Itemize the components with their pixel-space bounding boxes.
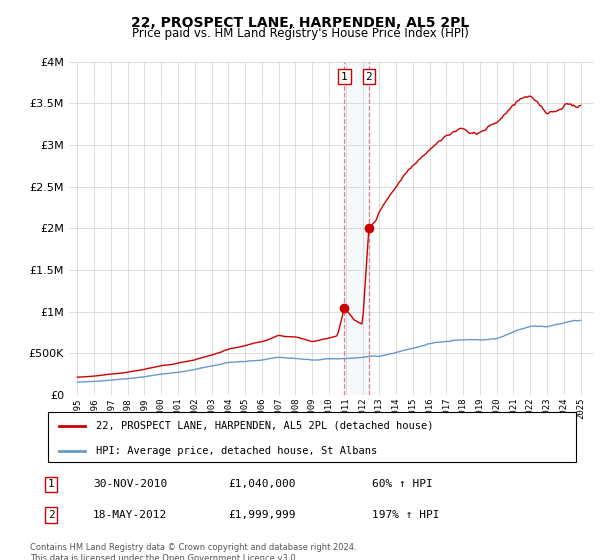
Text: £1,040,000: £1,040,000 <box>228 479 296 489</box>
FancyBboxPatch shape <box>48 412 576 462</box>
Text: 1: 1 <box>47 479 55 489</box>
Text: Price paid vs. HM Land Registry's House Price Index (HPI): Price paid vs. HM Land Registry's House … <box>131 27 469 40</box>
Text: 22, PROSPECT LANE, HARPENDEN, AL5 2PL (detached house): 22, PROSPECT LANE, HARPENDEN, AL5 2PL (d… <box>95 421 433 431</box>
Text: 1: 1 <box>341 72 348 82</box>
Text: 22, PROSPECT LANE, HARPENDEN, AL5 2PL: 22, PROSPECT LANE, HARPENDEN, AL5 2PL <box>131 16 469 30</box>
Text: 30-NOV-2010: 30-NOV-2010 <box>93 479 167 489</box>
Text: 60% ↑ HPI: 60% ↑ HPI <box>372 479 433 489</box>
Text: 18-MAY-2012: 18-MAY-2012 <box>93 510 167 520</box>
Bar <box>344 62 369 395</box>
Text: Contains HM Land Registry data © Crown copyright and database right 2024.
This d: Contains HM Land Registry data © Crown c… <box>30 543 356 560</box>
Text: 197% ↑ HPI: 197% ↑ HPI <box>372 510 439 520</box>
Text: 2: 2 <box>47 510 55 520</box>
Text: HPI: Average price, detached house, St Albans: HPI: Average price, detached house, St A… <box>95 446 377 456</box>
Text: £1,999,999: £1,999,999 <box>228 510 296 520</box>
Text: 2: 2 <box>365 72 372 82</box>
